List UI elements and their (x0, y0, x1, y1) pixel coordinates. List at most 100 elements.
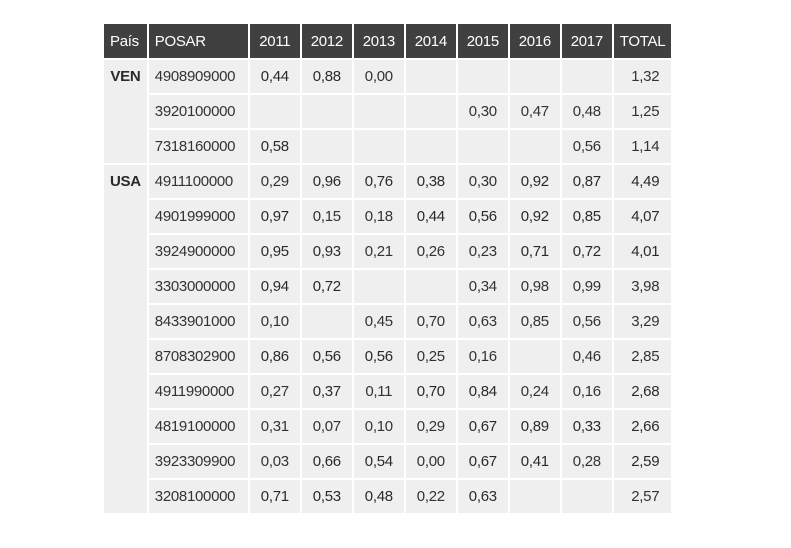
value-cell: 0,58 (248, 129, 302, 165)
table-header: País POSAR 2011 2012 2013 2014 2015 2016 2017 TOT… (104, 24, 674, 60)
value-cell: 0,23 (456, 234, 510, 270)
table-row: 4901999000 0,97 0,15 0,18 0,44 0,56 0,92 0,85 4,… (104, 199, 674, 235)
value-cell: 0,03 (248, 444, 302, 480)
value-cell: 0,24 (508, 374, 562, 410)
header-2015: 2015 (456, 24, 510, 60)
value-cell: 0,00 (352, 58, 406, 95)
value-cell (456, 58, 510, 95)
value-cell (508, 479, 562, 515)
posar-code-cell: 8433901000 (147, 304, 250, 340)
value-cell: 0,99 (560, 269, 614, 305)
value-cell: 0,26 (404, 234, 458, 270)
value-cell: 0,86 (248, 339, 302, 375)
value-cell: 0,27 (248, 374, 302, 410)
country-cell: USA (104, 163, 149, 515)
value-cell: 0,22 (404, 479, 458, 515)
table-body: VEN 4908909000 0,44 0,88 0,00 1,32 3920100000 0… (104, 58, 674, 515)
value-cell (404, 129, 458, 165)
value-cell: 0,70 (404, 304, 458, 340)
header-posar: POSAR (147, 24, 250, 60)
value-cell: 0,30 (456, 163, 510, 200)
value-cell: 0,16 (456, 339, 510, 375)
value-cell: 0,95 (248, 234, 302, 270)
value-cell (352, 269, 406, 305)
posar-code-cell: 4908909000 (147, 58, 250, 95)
value-cell: 0,18 (352, 199, 406, 235)
table-row: 8708302900 0,86 0,56 0,56 0,25 0,16 0,46 2,85 (104, 339, 674, 375)
table-row: 3924900000 0,95 0,93 0,21 0,26 0,23 0,71 0,72 4,… (104, 234, 674, 270)
header-2017: 2017 (560, 24, 614, 60)
value-cell: 0,89 (508, 409, 562, 445)
total-cell: 1,14 (612, 129, 674, 165)
value-cell: 0,48 (352, 479, 406, 515)
value-cell: 0,29 (248, 163, 302, 200)
value-cell: 0,07 (300, 409, 354, 445)
posar-code-cell: 4819100000 (147, 409, 250, 445)
header-total: TOTAL (612, 24, 674, 60)
value-cell: 0,84 (456, 374, 510, 410)
header-2011: 2011 (248, 24, 302, 60)
value-cell: 0,56 (352, 339, 406, 375)
table-row: 4819100000 0,31 0,07 0,10 0,29 0,67 0,89 0,33 2,… (104, 409, 674, 445)
value-cell (404, 269, 458, 305)
value-cell (352, 129, 406, 165)
value-cell: 0,28 (560, 444, 614, 480)
posar-code-cell: 3303000000 (147, 269, 250, 305)
table-row: 7318160000 0,58 0,56 1,14 (104, 129, 674, 165)
value-cell (508, 129, 562, 165)
total-cell: 2,66 (612, 409, 674, 445)
value-cell (560, 58, 614, 95)
value-cell: 0,16 (560, 374, 614, 410)
table-row: 3208100000 0,71 0,53 0,48 0,22 0,63 2,57 (104, 479, 674, 515)
country-cell: VEN (104, 58, 149, 165)
value-cell (300, 94, 354, 130)
value-cell: 0,45 (352, 304, 406, 340)
value-cell: 0,47 (508, 94, 562, 130)
posar-code-cell: 4911100000 (147, 163, 250, 200)
value-cell: 0,31 (248, 409, 302, 445)
value-cell: 0,72 (560, 234, 614, 270)
value-cell: 0,46 (560, 339, 614, 375)
table-row: VEN 4908909000 0,44 0,88 0,00 1,32 (104, 58, 674, 165)
value-cell: 0,92 (508, 163, 562, 200)
value-cell (560, 479, 614, 515)
value-cell: 0,30 (456, 94, 510, 130)
total-cell: 3,98 (612, 269, 674, 305)
total-cell: 2,68 (612, 374, 674, 410)
value-cell (300, 304, 354, 340)
posar-code-cell: 7318160000 (147, 129, 250, 165)
data-table: País POSAR 2011 2012 2013 2014 2015 2016 2017 TOT… (104, 24, 674, 515)
value-cell: 0,44 (248, 58, 302, 95)
value-cell: 0,29 (404, 409, 458, 445)
value-cell: 0,72 (300, 269, 354, 305)
header-2016: 2016 (508, 24, 562, 60)
value-cell: 0,63 (456, 304, 510, 340)
value-cell: 0,85 (560, 199, 614, 235)
value-cell: 0,37 (300, 374, 354, 410)
total-cell: 1,32 (612, 58, 674, 95)
value-cell: 0,56 (560, 129, 614, 165)
value-cell: 0,10 (352, 409, 406, 445)
value-cell: 0,41 (508, 444, 562, 480)
table-row: 3920100000 0,30 0,47 0,48 1,25 (104, 94, 674, 130)
value-cell: 0,87 (560, 163, 614, 200)
posar-code-cell: 8708302900 (147, 339, 250, 375)
value-cell: 0,11 (352, 374, 406, 410)
value-cell: 0,33 (560, 409, 614, 445)
table-row: 3303000000 0,94 0,72 0,34 0,98 0,99 3,98 (104, 269, 674, 305)
total-cell: 3,29 (612, 304, 674, 340)
value-cell: 0,10 (248, 304, 302, 340)
table-row: USA 4911100000 0,29 0,96 0,76 0,38 0,30 0,92 0,8… (104, 163, 674, 515)
value-cell: 0,66 (300, 444, 354, 480)
total-cell: 4,01 (612, 234, 674, 270)
value-cell: 0,70 (404, 374, 458, 410)
value-cell: 0,44 (404, 199, 458, 235)
value-cell: 0,56 (560, 304, 614, 340)
value-cell: 0,93 (300, 234, 354, 270)
posar-code-cell: 3208100000 (147, 479, 250, 515)
value-cell: 0,88 (300, 58, 354, 95)
total-cell: 1,25 (612, 94, 674, 130)
value-cell: 0,56 (456, 199, 510, 235)
value-cell: 0,34 (456, 269, 510, 305)
value-cell: 0,71 (508, 234, 562, 270)
